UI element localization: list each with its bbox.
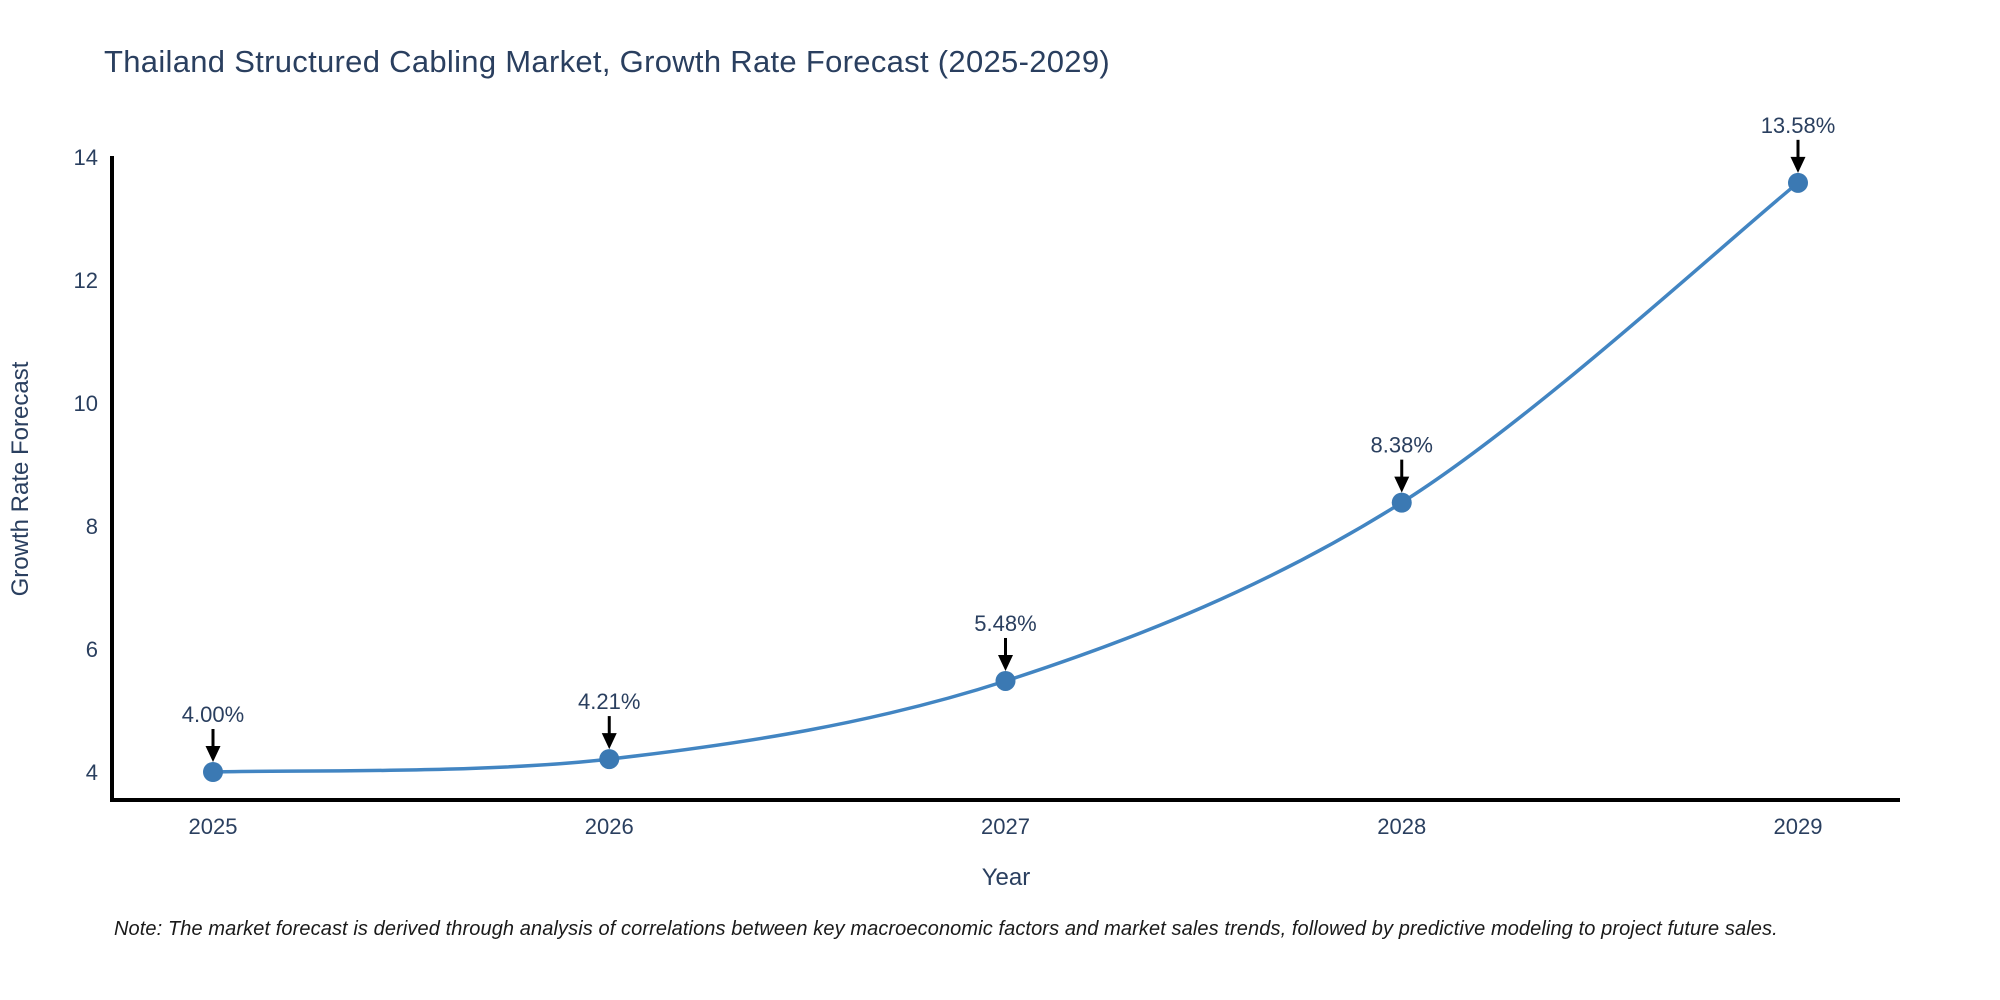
series-line <box>211 181 1800 774</box>
annotation-arrowhead <box>998 654 1013 671</box>
x-tick-label: 2026 <box>585 814 634 839</box>
y-tick-label: 12 <box>74 268 98 293</box>
y-tick-label: 14 <box>74 145 98 170</box>
chart-title: Thailand Structured Cabling Market, Grow… <box>104 44 1110 79</box>
annotation-label: 4.00% <box>182 702 244 727</box>
x-tick-label: 2027 <box>981 814 1030 839</box>
annotation-label: 13.58% <box>1761 113 1836 138</box>
y-tick-labels: 4 6 8 10 12 14 <box>74 145 98 785</box>
y-tick-label: 10 <box>74 391 98 416</box>
annotation-label: 5.48% <box>974 611 1036 636</box>
annotation-label: 8.38% <box>1371 433 1433 458</box>
data-point-markers <box>203 172 1808 782</box>
data-point-marker <box>1391 492 1412 513</box>
annotation-arrowhead <box>1394 476 1410 493</box>
footnote: Note: The market forecast is derived thr… <box>114 918 1778 940</box>
annotation-arrowhead <box>205 746 221 762</box>
annotation-arrowhead <box>1790 156 1806 173</box>
data-point-marker <box>1788 172 1808 193</box>
y-tick-label: 4 <box>86 760 98 785</box>
annotation-arrows <box>205 139 1806 762</box>
y-tick-label: 6 <box>86 637 98 662</box>
annotation-labels: 4.00% 4.21% 5.48% 8.38% 13.58% <box>182 113 1836 727</box>
data-point-marker <box>995 670 1016 691</box>
x-tick-label: 2028 <box>1377 814 1426 839</box>
annotation-arrowhead <box>601 733 617 750</box>
x-axis-title: Year <box>982 864 1031 891</box>
annotation-label: 4.21% <box>578 689 640 714</box>
data-point-marker <box>599 749 620 770</box>
y-axis-title: Growth Rate Forecast <box>7 361 34 596</box>
x-tick-label: 2025 <box>189 814 238 839</box>
y-tick-label: 8 <box>86 514 98 539</box>
x-tick-label: 2029 <box>1774 814 1823 839</box>
data-point-marker <box>203 762 223 782</box>
x-tick-labels: 2025 2026 2027 2028 2029 <box>189 814 1823 839</box>
